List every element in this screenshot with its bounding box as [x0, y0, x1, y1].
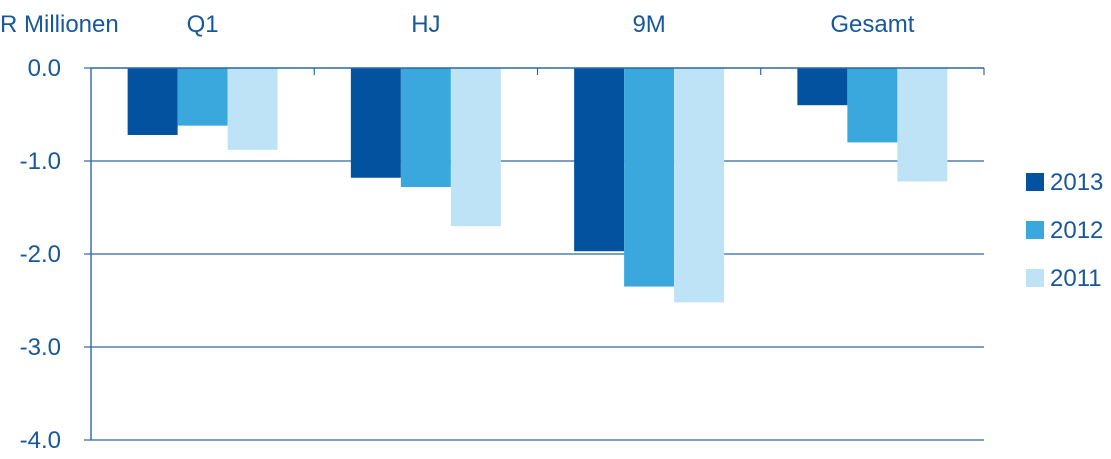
bar-2013-q1 [127, 68, 178, 135]
bar-2013-9m [574, 68, 625, 252]
labels: R Millionen 0.0 -1.0 -2.0 -3.0 -4.0 Q1 HJ 9M Ges… [0, 11, 915, 454]
bar-2012-q1 [177, 68, 228, 126]
y-tick-label: -4.0 [20, 427, 61, 454]
legend: 2013 2012 2011 [1026, 169, 1103, 292]
y-tick-label: -3.0 [20, 334, 61, 361]
y-tick-label: 0.0 [28, 55, 61, 82]
legend-swatch-2012 [1026, 221, 1044, 239]
legend-label: 2012 [1050, 217, 1103, 244]
bar-2013-hj [350, 68, 401, 178]
bar-2011-gesamt [897, 68, 948, 182]
bar-2011-9m [674, 68, 725, 303]
category-label: HJ [411, 11, 440, 38]
y-tick-label: -2.0 [20, 241, 61, 268]
bar-2012-hj [400, 68, 451, 188]
category-label: Q1 [187, 11, 219, 38]
bar-2012-gesamt [847, 68, 898, 143]
unit-label: R Millionen [0, 11, 119, 38]
legend-swatch-2013 [1026, 173, 1044, 191]
gridlines [91, 160, 984, 441]
bar-2013-gesamt [797, 68, 848, 106]
y-tick-label: -1.0 [20, 148, 61, 175]
category-label: Gesamt [830, 11, 914, 38]
bar-2012-9m [624, 68, 675, 287]
axes [84, 67, 985, 441]
category-label: 9M [632, 11, 665, 38]
legend-swatch-2011 [1026, 269, 1044, 287]
bar-2011-hj [450, 68, 501, 227]
bars [127, 68, 948, 303]
legend-label: 2013 [1050, 169, 1103, 196]
bar-2011-q1 [227, 68, 278, 150]
legend-label: 2011 [1050, 265, 1102, 292]
